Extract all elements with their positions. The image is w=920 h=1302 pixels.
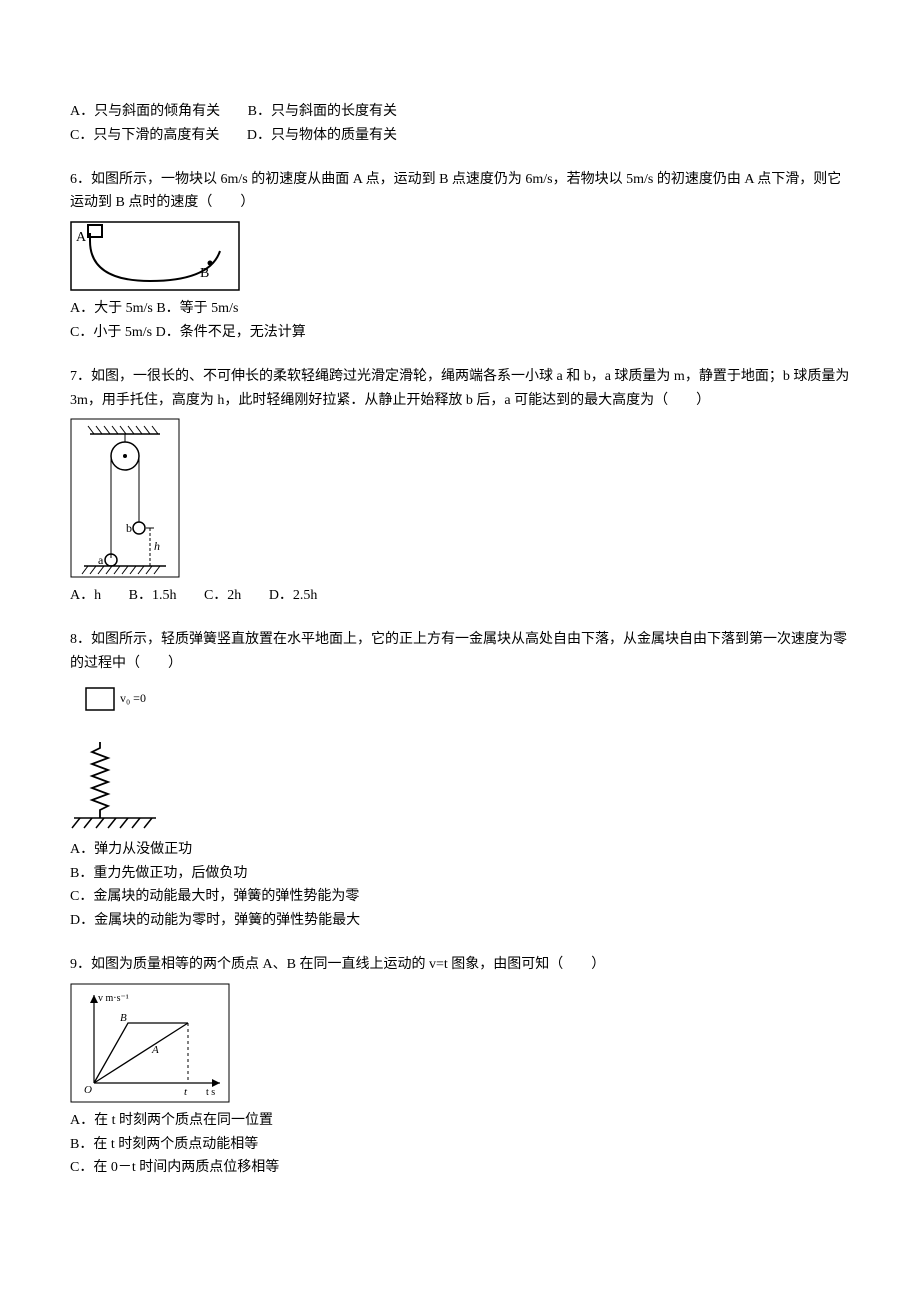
q9: 9．如图为质量相等的两个质点 A、B 在同一直线上运动的 v=t 图象，由图可知… bbox=[70, 953, 850, 1180]
q6-optA: A．大于 5m/s bbox=[70, 301, 153, 316]
svg-text:O: O bbox=[84, 1084, 92, 1096]
q8: 8．如图所示，轻质弹簧竖直放置在水平地面上，它的正上方有一金属块从高处自由下落，… bbox=[70, 628, 850, 933]
svg-text:t s: t s bbox=[206, 1087, 215, 1098]
q6-row2: C．小于 5m/s D．条件不足，无法计算 bbox=[70, 321, 850, 345]
q5-options-row2: C．只与下滑的高度有关 D．只与物体的质量有关 bbox=[70, 124, 850, 148]
q6-stem: 6．如图所示，一物块以 6m/s 的初速度从曲面 A 点，运动到 B 点速度仍为… bbox=[70, 168, 850, 216]
q9-optB: B．在 t 时刻两个质点动能相等 bbox=[70, 1133, 850, 1157]
q6: 6．如图所示，一物块以 6m/s 的初速度从曲面 A 点，运动到 B 点速度仍为… bbox=[70, 168, 850, 345]
q6-row1: A．大于 5m/s B．等于 5m/s bbox=[70, 297, 850, 321]
svg-text:A: A bbox=[151, 1044, 159, 1056]
q7-optB: B．1.5h bbox=[129, 588, 177, 603]
q5-options: A．只与斜面的倾角有关 B．只与斜面的长度有关 C．只与下滑的高度有关 D．只与… bbox=[70, 100, 850, 148]
svg-text:b: b bbox=[126, 521, 132, 535]
q8-optD: D．金属块的动能为零时，弹簧的弹性势能最大 bbox=[70, 909, 850, 933]
svg-text:v m·s⁻¹: v m·s⁻¹ bbox=[98, 993, 129, 1004]
q5-optC: C．只与下滑的高度有关 bbox=[70, 128, 219, 143]
svg-text:a: a bbox=[98, 553, 104, 567]
q6-optD: D．条件不足，无法计算 bbox=[156, 325, 306, 340]
svg-text:h: h bbox=[154, 539, 160, 553]
q9-stem: 9．如图为质量相等的两个质点 A、B 在同一直线上运动的 v=t 图象，由图可知… bbox=[70, 953, 850, 977]
q7-optC: C．2h bbox=[204, 588, 241, 603]
q7-stem: 7．如图，一很长的、不可伸长的柔软轻绳跨过光滑定滑轮，绳两端各系一小球 a 和 … bbox=[70, 365, 850, 413]
q5-options-row1: A．只与斜面的倾角有关 B．只与斜面的长度有关 bbox=[70, 100, 850, 124]
svg-text:B: B bbox=[200, 266, 209, 281]
q5-optD: D．只与物体的质量有关 bbox=[247, 128, 397, 143]
q7: 7．如图，一很长的、不可伸长的柔软轻绳跨过光滑定滑轮，绳两端各系一小球 a 和 … bbox=[70, 365, 850, 608]
q5-optB: B．只与斜面的长度有关 bbox=[248, 104, 397, 119]
q8-figure: v₀ =0 bbox=[70, 682, 850, 832]
q8-optC: C．金属块的动能最大时，弹簧的弹性势能为零 bbox=[70, 885, 850, 909]
svg-text:v₀ =0: v₀ =0 bbox=[120, 691, 146, 705]
svg-text:t: t bbox=[184, 1086, 188, 1098]
q8-optB: B．重力先做正功，后做负功 bbox=[70, 862, 850, 886]
q7-optD: D．2.5h bbox=[269, 588, 318, 603]
q6-optB: B．等于 5m/s bbox=[156, 301, 238, 316]
q9-optA: A．在 t 时刻两个质点在同一位置 bbox=[70, 1109, 850, 1133]
exam-page: A．只与斜面的倾角有关 B．只与斜面的长度有关 C．只与下滑的高度有关 D．只与… bbox=[0, 0, 920, 1260]
svg-text:A: A bbox=[76, 230, 87, 245]
q8-stem: 8．如图所示，轻质弹簧竖直放置在水平地面上，它的正上方有一金属块从高处自由下落，… bbox=[70, 628, 850, 676]
q8-optA: A．弹力从没做正功 bbox=[70, 838, 850, 862]
q7-figure: a b h bbox=[70, 418, 850, 578]
q9-optC: C．在 0－t 时间内两质点位移相等 bbox=[70, 1156, 850, 1180]
q6-optC: C．小于 5m/s bbox=[70, 325, 152, 340]
q6-figure: A B bbox=[70, 221, 850, 291]
q5-optA: A．只与斜面的倾角有关 bbox=[70, 104, 220, 119]
svg-text:B: B bbox=[120, 1012, 127, 1024]
q7-options: A．h B．1.5h C．2h D．2.5h bbox=[70, 584, 850, 608]
q9-figure: v m·s⁻¹ t s O t B A bbox=[70, 983, 850, 1103]
q7-optA: A．h bbox=[70, 588, 101, 603]
